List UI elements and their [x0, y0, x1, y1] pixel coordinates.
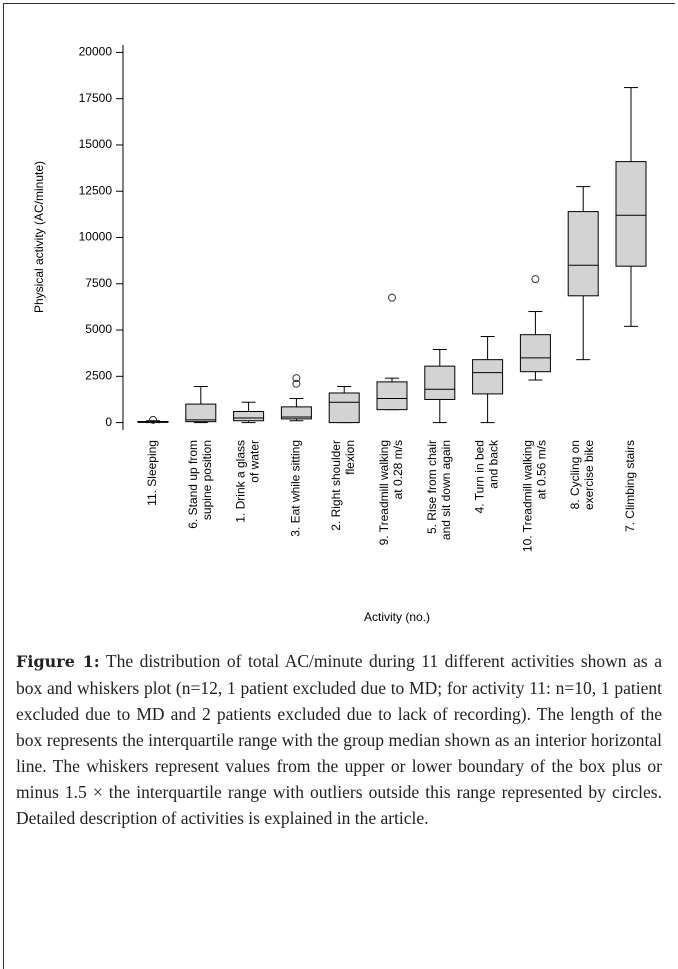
outlier [531, 275, 540, 284]
box [328, 392, 360, 424]
x-tick-label-line: of water [248, 440, 262, 483]
y-tick-label: 12500 [79, 183, 113, 197]
x-tick-label-line: 4. Turn in bed [473, 440, 487, 513]
y-tick-label: 2500 [85, 368, 112, 382]
x-tick-label-line: 2. Right shoulder [329, 440, 343, 531]
x-tick-label-line: and sit down again [439, 440, 453, 540]
figure-frame [3, 3, 675, 969]
caption-text: The distribution of total AC/minute duri… [16, 651, 662, 828]
x-tick-label: 8. Cycling onexercise bike [568, 440, 596, 510]
x-tick-label-line: 9. Treadmill walking [377, 440, 391, 545]
x-tick-label-line: at 0.56 m/s [535, 440, 549, 499]
y-tick-label: 17500 [79, 91, 113, 105]
outlier [292, 374, 301, 383]
x-tick-label: 1. Drink a glassof water [234, 440, 262, 523]
outlier [149, 415, 157, 424]
x-tick-label: 2. Right shoulderflexion [329, 440, 357, 531]
chart: Physical activity (AC/minute) Activity (… [32, 45, 647, 624]
box [472, 359, 504, 395]
outlier [388, 293, 396, 302]
x-tick-label: 3. Eat while sitting [289, 440, 303, 537]
box [567, 211, 599, 297]
caption: Figure 1: The distribution of total AC/m… [16, 648, 662, 831]
x-tick-label-line: and back [487, 439, 501, 489]
box [185, 403, 217, 423]
box [280, 406, 312, 420]
x-tick-label-line: exercise bike [582, 440, 596, 510]
y-tick-label: 20000 [79, 45, 113, 59]
x-tick-label-line: 3. Eat while sitting [289, 440, 303, 537]
y-tick-label: 5000 [85, 322, 112, 336]
x-tick-label-line: 5. Rise from chair [425, 440, 439, 534]
x-axis-label: Activity (no.) [364, 610, 430, 624]
y-axis-label: Physical activity (AC/minute) [32, 161, 46, 313]
y-tick-label: 15000 [79, 137, 113, 151]
x-tick-label-line: flexion [343, 440, 357, 475]
x-tick-label-line: 11. Sleeping [145, 440, 159, 506]
x-tick-label: 11. Sleeping [145, 440, 159, 506]
y-tick-label: 10000 [79, 230, 113, 244]
y-tick-label: 7500 [85, 276, 112, 290]
x-tick-label: 5. Rise from chairand sit down again [425, 440, 453, 540]
x-tick-label-line: 8. Cycling on [568, 440, 582, 509]
box [376, 381, 408, 411]
box [233, 410, 265, 422]
x-tick-label: 10. Treadmill walkingat 0.56 m/s [521, 440, 549, 552]
x-tick-label: 9. Treadmill walkingat 0.28 m/s [377, 440, 405, 545]
outlier [292, 379, 301, 388]
x-tick-label: 6. Stand up fromsupine position [186, 440, 214, 529]
x-tick-label-line: 10. Treadmill walking [521, 440, 535, 552]
x-tick-label-line: at 0.28 m/s [391, 440, 405, 499]
x-tick-label-line: 7. Climbing stairs [623, 440, 637, 532]
x-tick-label: 4. Turn in bedand back [473, 439, 501, 513]
x-tick-label-line: 6. Stand up from [186, 440, 200, 529]
x-tick-label-line: 1. Drink a glass [234, 440, 248, 523]
x-tick-label-line: supine position [200, 440, 214, 520]
x-tick-label: 7. Climbing stairs [623, 440, 637, 532]
box [519, 334, 551, 373]
y-tick-label: 0 [105, 415, 112, 429]
box [424, 365, 456, 400]
box [615, 161, 647, 267]
caption-label: Figure 1: [16, 652, 100, 671]
